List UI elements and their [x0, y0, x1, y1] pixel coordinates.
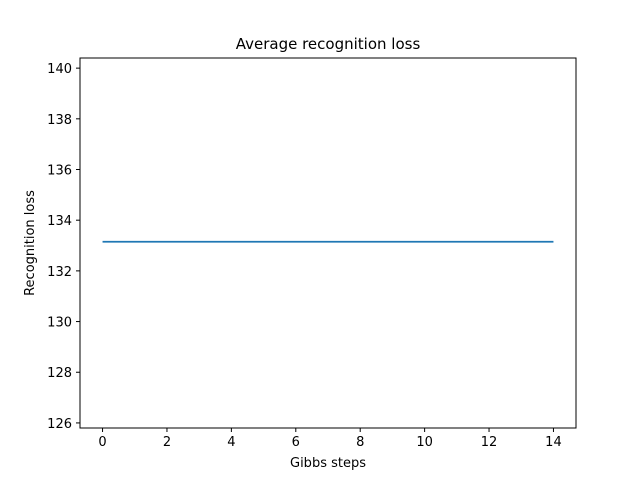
x-tick-label: 4: [227, 435, 235, 450]
y-tick-label: 136: [47, 164, 72, 179]
x-tick-label: 10: [416, 435, 433, 450]
y-tick-label: 138: [47, 113, 72, 128]
y-tick-label: 128: [47, 366, 72, 381]
y-tick-label: 140: [47, 62, 72, 77]
y-axis: 126 128 130 132 134 136 138 140: [47, 62, 80, 432]
x-axis: 0 2 4 6 8 10 12 14: [98, 428, 562, 450]
x-tick-label: 6: [292, 435, 300, 450]
x-tick-label: 8: [356, 435, 364, 450]
y-axis-label: Recognition loss: [23, 190, 38, 296]
x-tick-label: 12: [481, 435, 498, 450]
y-tick-label: 126: [47, 417, 72, 432]
y-tick-label: 130: [47, 316, 72, 331]
x-tick-label: 2: [163, 435, 171, 450]
plot-frame: [79, 57, 577, 429]
y-tick-label: 132: [47, 265, 72, 280]
x-tick-label: 0: [98, 435, 106, 450]
plot-area: [79, 57, 577, 429]
x-axis-label: Gibbs steps: [290, 456, 366, 471]
x-tick-label: 14: [545, 435, 562, 450]
y-tick-label: 134: [47, 214, 72, 229]
chart-title: Average recognition loss: [236, 35, 421, 53]
